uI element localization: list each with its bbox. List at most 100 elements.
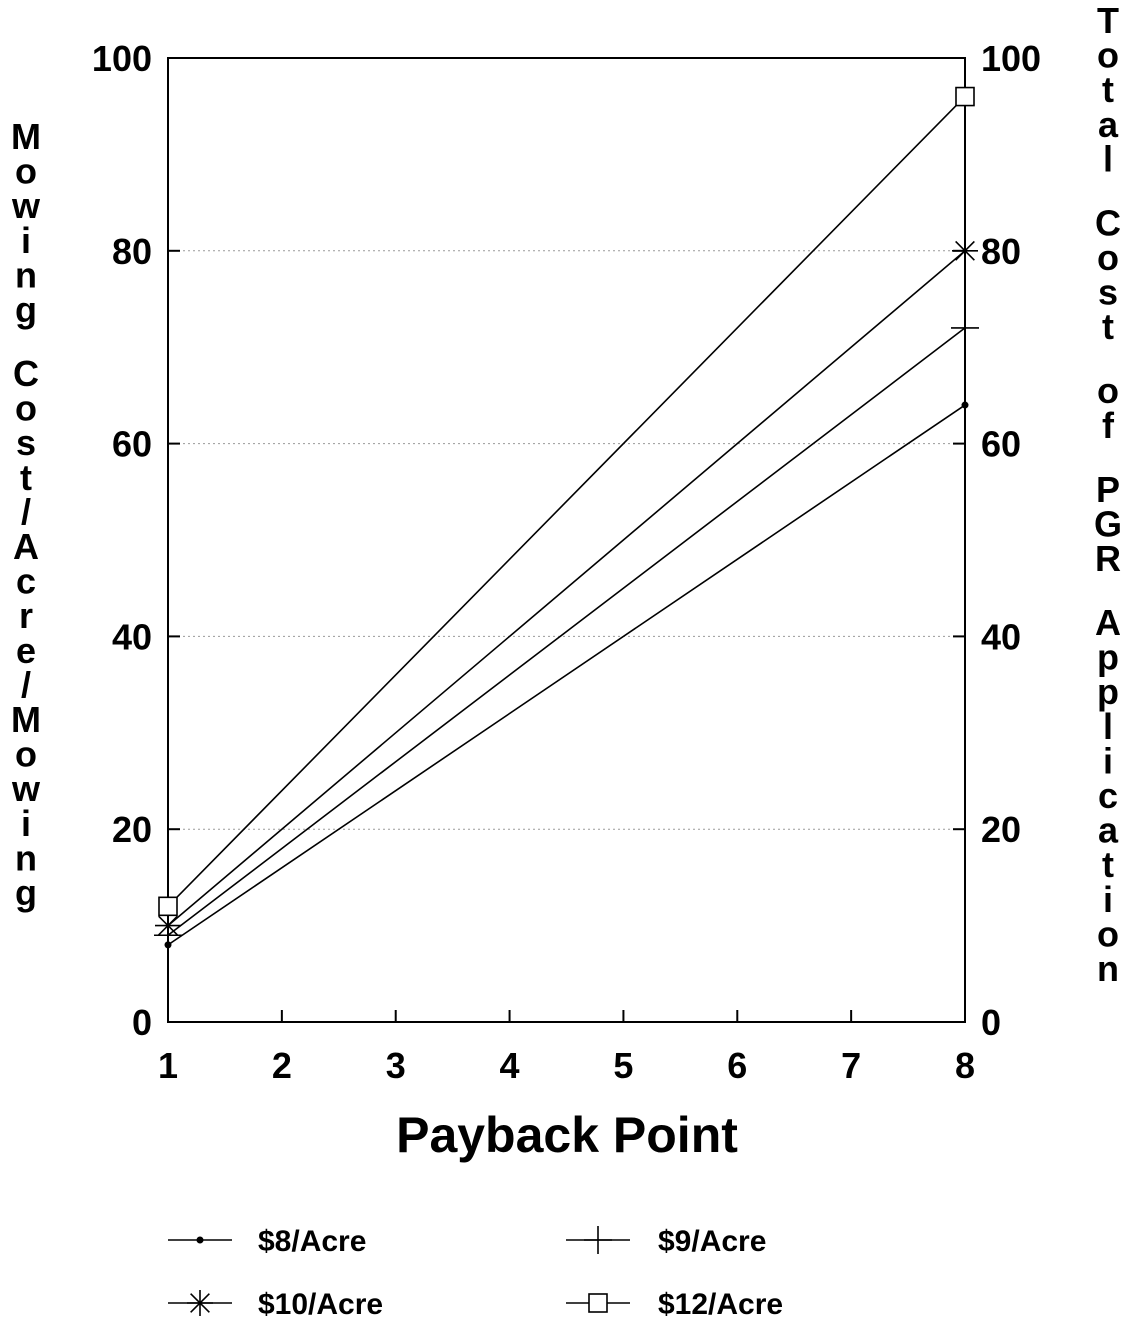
ylabel-char-20: n [15, 837, 37, 878]
legend-marker [584, 1226, 612, 1254]
legend-marker [187, 1290, 213, 1316]
legend-marker [588, 1293, 608, 1313]
x-tick-label-4: 4 [500, 1045, 520, 1086]
marker-square [158, 896, 178, 917]
marker-ast-d2 [158, 915, 178, 936]
y2label-char-21: t [1102, 844, 1114, 885]
ylabel-char-12: c [16, 561, 36, 602]
y2label-char-14: A [1095, 602, 1121, 643]
y2label-char-3: a [1098, 104, 1119, 145]
point-s2-0 [155, 912, 181, 939]
y2label-char-13: R [1095, 538, 1121, 579]
y-tick-label-60: 60 [112, 424, 152, 465]
series-markers [154, 86, 979, 950]
y2label-char-6: o [1097, 237, 1119, 278]
ylabel-char-15: / [21, 664, 31, 705]
y2label-char-18: i [1103, 740, 1113, 781]
legend-label-3: $12/Acre [658, 1288, 783, 1321]
ylabel-char-10: / [21, 491, 31, 532]
legend-marker [196, 1236, 204, 1244]
y2label-char-10: f [1102, 405, 1115, 446]
legend-label-2: $10/Acre [258, 1288, 383, 1321]
y2label-char-2: t [1102, 69, 1114, 110]
x-axis-title: Payback Point [396, 1107, 738, 1163]
point-s3-0 [158, 896, 178, 917]
y2label-char-22: i [1103, 879, 1113, 920]
y-tick-label-20: 20 [112, 809, 152, 850]
y-tick-label-40: 40 [112, 616, 152, 657]
x-tick-label-5: 5 [613, 1045, 633, 1086]
x-tick-label-2: 2 [272, 1045, 292, 1086]
y2label-char-11: P [1096, 469, 1120, 510]
ylabel-char-14: e [16, 630, 36, 671]
y2-tick-label-20: 20 [981, 809, 1021, 850]
ylabel-char-7: o [15, 388, 37, 429]
x-tick-label-7: 7 [841, 1045, 861, 1086]
ylabel-char-21: g [15, 872, 37, 913]
y2label-char-20: a [1098, 810, 1119, 851]
series-line-3 [167, 95, 966, 907]
y2label-char-0: T [1097, 0, 1119, 41]
ylabel-char-9: t [20, 457, 32, 498]
y-tick-label-0: 0 [132, 1002, 152, 1043]
legend: $8/Acre $9/Acre $10/Acre $12/Acre [168, 1225, 783, 1321]
series-lines [167, 95, 966, 946]
marker-square [955, 86, 975, 107]
series-line-2 [167, 250, 966, 927]
legend-item-3: $12/Acre [566, 1288, 783, 1321]
ylabel-char-1: o [15, 151, 37, 192]
y2-tick-label-100: 100 [981, 38, 1041, 79]
ylabel-char-19: i [21, 803, 31, 844]
ylabel-char-13: r [19, 595, 33, 636]
ylabel-char-2: w [11, 185, 41, 226]
ylabel-char-16: M [11, 699, 41, 740]
point-s2-1 [952, 237, 978, 264]
y2label-char-5: C [1095, 202, 1121, 243]
ylabel-char-11: A [13, 526, 39, 567]
ylabel-char-0: M [11, 116, 41, 157]
x-tick-label-8: 8 [955, 1045, 975, 1086]
x-tick-label-3: 3 [386, 1045, 406, 1086]
y2label-char-23: o [1097, 913, 1119, 954]
y2label-char-1: o [1097, 35, 1119, 76]
ylabel-char-5: g [15, 289, 37, 330]
marker-dot [961, 401, 969, 409]
y2label-char-7: s [1098, 272, 1118, 313]
y2label-char-24: n [1097, 948, 1119, 989]
y2-tick-label-80: 80 [981, 231, 1021, 272]
point-s1-1 [951, 313, 979, 342]
y2label-char-9: o [1097, 370, 1119, 411]
y-tick-label-100: 100 [92, 38, 152, 79]
x-tick-label-1: 1 [158, 1045, 178, 1086]
y2label-char-12: G [1094, 503, 1122, 544]
y2label-char-17: l [1103, 706, 1113, 747]
legend-item-2: $10/Acre [168, 1288, 383, 1321]
y2-tick-label-0: 0 [981, 1002, 1001, 1043]
x-tick-label-6: 6 [727, 1045, 747, 1086]
ylabel-char-18: w [11, 768, 41, 809]
ylabel-char-17: o [15, 734, 37, 775]
legend-label-1: $9/Acre [658, 1225, 766, 1258]
y2-tick-label-40: 40 [981, 616, 1021, 657]
series-line-1 [167, 327, 966, 936]
y2label-char-8: t [1102, 306, 1114, 347]
y2label-char-16: p [1097, 671, 1119, 712]
marker-ast-d2 [190, 1293, 210, 1313]
legend-item-0: $8/Acre [168, 1225, 366, 1258]
y-tick-label-80: 80 [112, 231, 152, 272]
series-line-0 [167, 404, 966, 946]
grid-lines [168, 250, 965, 830]
ylabel-char-6: C [13, 353, 39, 394]
legend-label-0: $8/Acre [258, 1225, 366, 1258]
y2label-char-4: l [1103, 138, 1113, 179]
plot-frame [167, 57, 966, 1023]
point-s3-1 [955, 86, 975, 107]
marker-dot [196, 1236, 204, 1244]
ylabel-char-3: i [21, 220, 31, 261]
y2label-char-15: p [1097, 637, 1119, 678]
ylabel-char-8: s [16, 422, 36, 463]
